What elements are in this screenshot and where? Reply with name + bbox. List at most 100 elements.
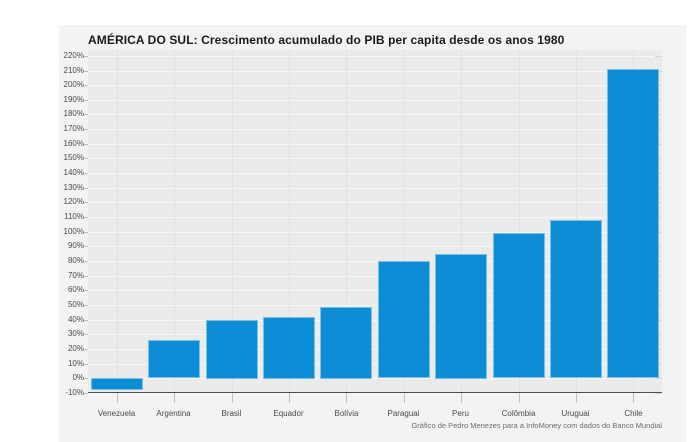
gridline-h <box>88 232 662 233</box>
gridline-h <box>88 144 662 145</box>
gridline-v <box>289 50 290 393</box>
gridline-h <box>88 158 662 159</box>
x-tick <box>633 393 634 403</box>
gridline-h <box>88 100 662 101</box>
bar-argentina <box>148 340 200 378</box>
y-tick <box>83 378 88 379</box>
y-axis-tick-label: 130% <box>63 183 84 192</box>
x-tick <box>117 393 118 403</box>
y-tick <box>83 334 88 335</box>
y-axis-tick-label: 210% <box>63 66 84 75</box>
y-axis-tick-label: 40% <box>67 315 84 324</box>
bar-uruguai <box>550 220 602 378</box>
x-tick <box>232 393 233 403</box>
y-axis-tick-label: 50% <box>67 300 84 309</box>
y-tick-right <box>655 378 662 379</box>
gridline-v <box>404 50 405 393</box>
y-axis-tick-label: 20% <box>67 344 84 353</box>
gridline-h <box>88 71 662 72</box>
y-axis-tick-label: 70% <box>67 271 84 280</box>
y-axis-tick-label: -10% <box>65 388 84 397</box>
y-axis-tick-label: 60% <box>67 285 84 294</box>
y-axis-tick-label: 200% <box>63 80 84 89</box>
y-tick <box>83 290 88 291</box>
y-tick <box>83 364 88 365</box>
y-axis-tick-label: 0% <box>72 373 84 382</box>
gridline-v <box>232 50 233 393</box>
y-axis-tick-label: 220% <box>63 51 84 60</box>
y-axis-tick-label: 160% <box>63 139 84 148</box>
y-axis-tick-label: 140% <box>63 168 84 177</box>
bar-colombia <box>493 233 545 378</box>
gridline-h <box>88 173 662 174</box>
gridline-h <box>88 188 662 189</box>
y-tick-right <box>655 56 662 57</box>
gridline-h <box>88 290 662 291</box>
gridline-h <box>88 305 662 306</box>
plot-area <box>83 50 662 403</box>
gridline-h <box>88 56 662 57</box>
gridline-h <box>88 349 662 350</box>
gridline-h <box>88 217 662 218</box>
y-axis-tick-label: 10% <box>67 359 84 368</box>
bar-chile <box>607 69 659 378</box>
x-axis-line <box>88 392 662 393</box>
gridline-h <box>88 202 662 203</box>
x-tick <box>289 393 290 403</box>
gridline-h <box>88 114 662 115</box>
gridline-v <box>461 50 462 393</box>
gridline-v <box>346 50 347 393</box>
y-tick <box>83 144 88 145</box>
y-axis-tick-label: 30% <box>67 329 84 338</box>
chart-caption: Gráfico de Pedro Menezes para a InfoMone… <box>411 421 662 430</box>
x-axis-label-uruguai: Uruguai <box>561 409 590 418</box>
bar-bolivia <box>320 307 372 379</box>
x-axis-label-brasil: Brasil <box>221 409 242 418</box>
x-axis-label-colombia: Colômbia <box>501 409 536 418</box>
y-tick <box>83 393 88 394</box>
y-tick <box>83 276 88 277</box>
y-axis-tick-label: 180% <box>63 109 84 118</box>
gridline-v <box>117 50 118 393</box>
y-tick <box>83 85 88 86</box>
y-axis-tick-label: 170% <box>63 124 84 133</box>
gridline-h <box>88 393 662 394</box>
gridline-h <box>88 129 662 130</box>
x-axis-label-bolivia: Bolívia <box>334 409 359 418</box>
y-tick <box>83 71 88 72</box>
y-tick <box>83 129 88 130</box>
y-tick <box>83 188 88 189</box>
gridline-v <box>519 50 520 393</box>
gridline-h <box>88 276 662 277</box>
bar-paraguai <box>378 261 430 378</box>
y-tick <box>83 173 88 174</box>
y-axis-tick-label: 110% <box>64 212 84 221</box>
y-tick <box>83 349 88 350</box>
x-tick <box>461 393 462 403</box>
chart-card: AMÉRICA DO SUL: Crescimento acumulado do… <box>59 25 686 442</box>
y-axis-tick-label: 90% <box>67 241 84 250</box>
y-tick <box>83 320 88 321</box>
x-axis-label-paraguai: Paraguai <box>387 409 420 418</box>
y-tick <box>83 202 88 203</box>
y-axis-tick-label: 190% <box>63 95 84 104</box>
x-tick <box>404 393 405 403</box>
chart-title: AMÉRICA DO SUL: Crescimento acumulado do… <box>88 33 565 47</box>
y-axis-tick-label: 100% <box>63 227 84 236</box>
bar-brasil <box>206 320 258 379</box>
y-tick <box>83 158 88 159</box>
gridline-v <box>174 50 175 393</box>
x-tick <box>576 393 577 403</box>
gridline-h <box>88 334 662 335</box>
bar-equador <box>263 317 315 379</box>
y-tick <box>83 100 88 101</box>
gridline-h <box>88 378 662 379</box>
gridline-h <box>88 261 662 262</box>
x-axis-label-peru: Peru <box>452 409 469 418</box>
y-axis-tick-label: 120% <box>63 197 84 206</box>
y-tick <box>83 305 88 306</box>
y-axis-tick-label: 150% <box>63 153 84 162</box>
x-axis-label-chile: Chile <box>624 409 643 418</box>
x-tick <box>346 393 347 403</box>
